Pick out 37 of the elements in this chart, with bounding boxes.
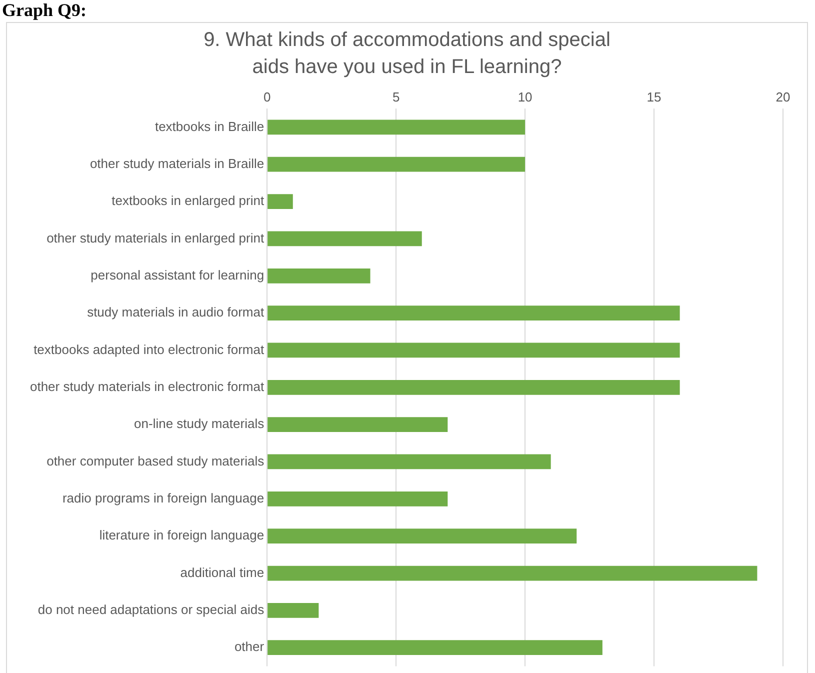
y-tick-label: other [234, 639, 265, 654]
x-tick-label: 10 [518, 89, 532, 104]
caption: Graph Q9: [2, 0, 87, 21]
y-tick-label: other study materials in electronic format [30, 378, 264, 394]
bar [268, 268, 370, 284]
bar [268, 380, 680, 395]
bar [268, 454, 551, 470]
x-tick-label: 15 [646, 89, 662, 104]
bar [268, 306, 680, 320]
y-tick-label: literature in foreign language [99, 528, 264, 543]
y-tick-label: other computer based study materials [46, 453, 265, 468]
y-tick-label: other study materials in Braille [90, 156, 264, 171]
x-tick-label: 5 [392, 89, 400, 104]
bar [268, 566, 758, 581]
chart-title: 9. What kinds of accommodations and special aids have you used in FL learning? [202, 28, 612, 80]
x-tick-label: 0 [263, 89, 271, 104]
y-tick-label: textbooks adapted into electronic format [34, 342, 264, 357]
bar [268, 342, 680, 358]
bar [268, 417, 448, 432]
y-tick-label: on-line study materials [134, 416, 265, 432]
bar [268, 120, 526, 135]
bar [268, 528, 577, 544]
bar [268, 156, 526, 172]
y-tick-label: personal assistant for learning [90, 267, 264, 282]
bar [268, 194, 293, 209]
x-tick-label: 20 [776, 89, 790, 104]
y-tick-label: textbooks in Braille [154, 118, 264, 134]
y-tick-label: other study materials in enlarged print [46, 230, 264, 246]
bar [268, 640, 602, 656]
y-tick-label: radio programs in foreign language [62, 490, 264, 506]
y-tick-label: textbooks in enlarged print [112, 193, 264, 208]
y-tick-label: study materials in audio format [87, 304, 264, 320]
bar [268, 603, 319, 618]
bar [268, 491, 448, 506]
y-tick-label: additional time [180, 564, 264, 580]
y-tick-label: do not need adaptations or special aids [38, 602, 265, 618]
bar [268, 231, 422, 246]
